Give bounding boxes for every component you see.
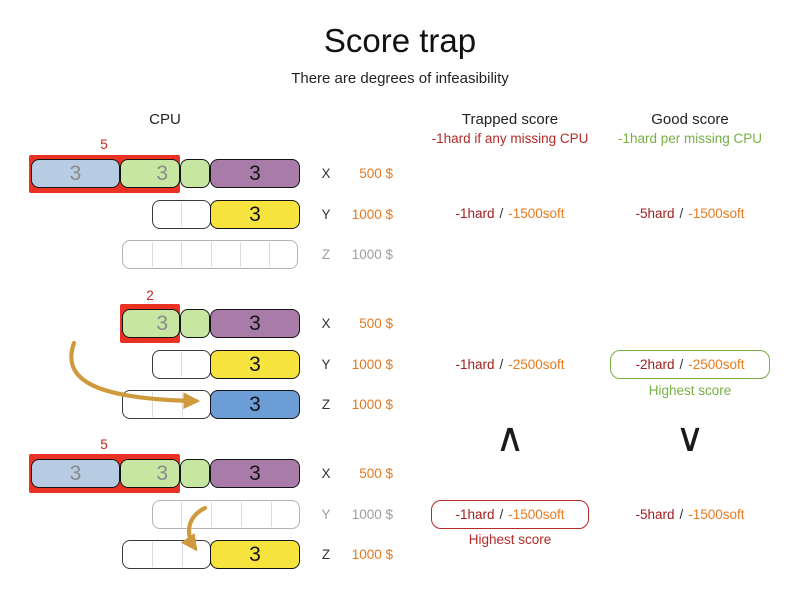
trapped-score-row2: -1hard / -2500soft (400, 357, 620, 372)
cell-divider (182, 542, 183, 567)
machine-label-g2z: Z (321, 397, 331, 412)
cell-divider (269, 242, 270, 267)
hard-score: -1hard (455, 507, 495, 522)
task-block-purple-g2x: 3 (210, 309, 300, 338)
hard-score: -1hard (455, 357, 495, 372)
trapped-score-header: Trapped score (461, 111, 559, 128)
machine-cost-g2y: 1000 $ (351, 357, 393, 372)
machine-cost-g1x: 500 $ (359, 166, 393, 181)
machine-cost-g2x: 500 $ (359, 316, 393, 331)
comparison-caret-up-icon: ∧ (495, 416, 525, 460)
score-separator: / (499, 206, 504, 221)
task-block-yellow-g2y: 3 (210, 350, 300, 379)
trapped-score-row1: -1hard / -1500soft (400, 206, 620, 221)
cell-divider (211, 502, 212, 527)
hard-score: -1hard (455, 206, 495, 221)
comparison-caret-down-icon: ∨ (675, 416, 705, 460)
machine-cost-g3y: 1000 $ (351, 507, 393, 522)
cell-divider (152, 242, 153, 267)
task-block-blue-g1x: 3 (31, 159, 120, 188)
overload-badge-g1: 5 (100, 137, 108, 152)
task-block-green-g3x: 3 (120, 459, 180, 488)
machine-label-g1z: Z (321, 247, 331, 262)
trapped-score-subheader: -1hard if any missing CPU (431, 131, 589, 146)
good-score-row2-highlight-box: -2hard / -2500soft (610, 350, 770, 379)
cell-divider (152, 542, 153, 567)
machine-label-g2x: X (321, 316, 331, 331)
machine-cost-g1z: 1000 $ (351, 247, 393, 262)
move-arrow-icon (69, 340, 201, 410)
score-separator: / (499, 507, 504, 522)
cell-divider (181, 502, 182, 527)
task-block-green-small-g3x (180, 459, 210, 488)
highest-score-note-trapped: Highest score (468, 532, 552, 547)
machine-cost-g1y: 1000 $ (351, 207, 393, 222)
task-block-green-g1x: 3 (120, 159, 180, 188)
soft-score: -1500soft (688, 206, 745, 221)
page-subtitle: There are degrees of infeasibility (291, 70, 509, 87)
hard-score: -2hard (635, 357, 675, 372)
machine-cost-g3z: 1000 $ (351, 547, 393, 562)
cell-divider (271, 502, 272, 527)
score-separator: / (679, 357, 684, 372)
move-arrow-icon (180, 505, 208, 552)
hard-score: -5hard (635, 507, 675, 522)
task-block-green-small-g2x (180, 309, 210, 338)
cell-divider (240, 242, 241, 267)
cell-divider (182, 392, 183, 417)
machine-label-g1x: X (321, 166, 331, 181)
machine-cost-g2z: 1000 $ (351, 397, 393, 412)
soft-score: -1500soft (688, 507, 745, 522)
task-block-purple-g3x: 3 (210, 459, 300, 488)
cell-divider (181, 352, 182, 377)
cell-divider (181, 202, 182, 227)
good-score-subheader: -1hard per missing CPU (617, 131, 763, 146)
cpu-slot-box-g1z (122, 240, 298, 269)
cell-divider (211, 242, 212, 267)
good-score-row1: -5hard / -1500soft (580, 206, 800, 221)
soft-score: -1500soft (508, 206, 565, 221)
page-title: Score trap (323, 22, 477, 59)
task-block-green-small-g1x (180, 159, 210, 188)
task-block-yellow-g1y: 3 (210, 200, 300, 229)
task-block-blue-g3x: 3 (31, 459, 120, 488)
hard-score: -5hard (635, 206, 675, 221)
machine-label-g3z: Z (321, 547, 331, 562)
machine-cost-g3x: 500 $ (359, 466, 393, 481)
overload-badge-g3: 5 (100, 437, 108, 452)
cpu-slot-box-g2y (152, 350, 211, 379)
machine-label-g1y: Y (321, 207, 331, 222)
score-separator: / (679, 507, 684, 522)
cpu-column-header: CPU (149, 111, 181, 128)
score-separator: / (679, 206, 684, 221)
machine-label-g2y: Y (321, 357, 331, 372)
good-score-row3: -5hard / -1500soft (580, 507, 800, 522)
good-score-header: Good score (651, 111, 729, 128)
score-separator: / (499, 357, 504, 372)
cpu-slot-box-g1y (152, 200, 211, 229)
machine-label-g3y: Y (321, 507, 331, 522)
task-block-yellow-g3z: 3 (210, 540, 300, 569)
trapped-score-row3-highlight-box: -1hard / -1500soft (431, 500, 589, 529)
soft-score: -1500soft (508, 507, 565, 522)
overload-badge-g2: 2 (146, 288, 154, 303)
machine-label-g3x: X (321, 466, 331, 481)
cell-divider (241, 502, 242, 527)
cpu-slot-box-g3y (152, 500, 300, 529)
highest-score-note-good: Highest score (648, 383, 732, 398)
soft-score: -2500soft (508, 357, 565, 372)
soft-score: -2500soft (688, 357, 745, 372)
cell-divider (152, 392, 153, 417)
cell-divider (181, 242, 182, 267)
task-block-purple-g1x: 3 (210, 159, 300, 188)
task-block-blue-g2z: 3 (210, 390, 300, 419)
task-block-green-g2x: 3 (122, 309, 180, 338)
